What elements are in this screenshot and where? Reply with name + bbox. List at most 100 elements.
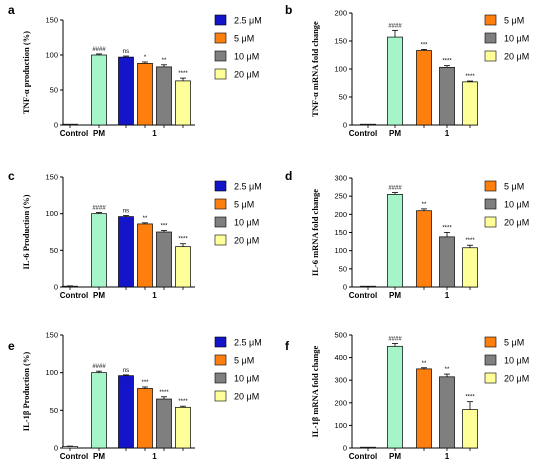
y-tick-label: 50: [50, 86, 58, 95]
significance-label: **: [445, 367, 450, 373]
legend-label: 5 μM: [234, 200, 254, 210]
bar-control: [62, 123, 78, 126]
bar-control: [360, 123, 376, 126]
significance-label: ****: [159, 390, 169, 396]
bar-5-m: [416, 368, 432, 449]
legend-swatch: [484, 354, 497, 366]
y-tick-label: 100: [334, 421, 347, 430]
legend-label: 5 μM: [234, 34, 254, 44]
y-axis-label: IL-6 mRNA fold change: [310, 189, 320, 276]
legend-swatch: [214, 390, 227, 402]
x-tick-label: PM: [389, 129, 401, 138]
significance-label: ****: [178, 237, 188, 243]
bar-2-5-m: [118, 56, 134, 126]
legend-label: 5 μM: [504, 182, 524, 192]
significance-label: ####: [388, 23, 402, 29]
legend: 2.5 μM 5 μM 10 μM 20 μM: [214, 336, 262, 402]
y-tick-label: 150: [334, 228, 347, 237]
legend-swatch: [484, 336, 497, 348]
x-tick-label: PM: [93, 129, 105, 138]
legend-label: 5 μM: [234, 356, 254, 366]
x-tick-label: Control: [349, 291, 377, 300]
x-tick-label: Control: [60, 129, 88, 138]
x-tick-label: 1: [445, 291, 450, 300]
panel-letter: b: [285, 3, 292, 17]
significance-label: **: [422, 202, 427, 208]
y-tick-label: 150: [334, 37, 347, 46]
significance-label: ####: [92, 206, 106, 212]
legend-swatch: [214, 372, 227, 384]
panel-letter: a: [8, 3, 15, 17]
significance-label: *: [144, 55, 147, 61]
significance-label: ####: [92, 364, 106, 370]
chart-panel-f: f IL-1β mRNA fold change 0 100 200 300 400 500 #…: [285, 331, 529, 462]
y-tick-label: 0: [343, 121, 347, 130]
legend: 2.5 μM 5 μM 10 μM 20 μM: [214, 180, 262, 246]
legend-label: 20 μM: [234, 236, 259, 246]
panel-letter: e: [8, 339, 15, 353]
panel-letter: d: [285, 169, 292, 183]
bar-control: [360, 446, 376, 449]
legend-label: 10 μM: [504, 200, 529, 210]
legend-swatch: [214, 14, 227, 26]
significance-label: ****: [465, 238, 475, 244]
legend-swatch: [214, 50, 227, 62]
significance-label: ####: [388, 337, 402, 343]
significance-label: **: [143, 216, 148, 222]
y-tick-label: 150: [45, 331, 58, 340]
legend-label: 2.5 μM: [234, 16, 262, 26]
legend-swatch: [214, 198, 227, 210]
legend-swatch: [484, 50, 497, 62]
y-tick-label: 50: [339, 264, 347, 273]
y-tick-label: 200: [334, 210, 347, 219]
x-tick-label: Control: [349, 129, 377, 138]
x-tick-label: 1: [445, 129, 450, 138]
bar-5-m: [137, 223, 153, 288]
significance-label: ****: [465, 74, 475, 80]
y-tick-label: 200: [334, 398, 347, 407]
legend-label: 10 μM: [504, 34, 529, 44]
y-tick-label: 100: [334, 246, 347, 255]
y-axis-label: TNF-α mRNA fold change: [310, 21, 320, 117]
legend-label: 10 μM: [234, 52, 259, 62]
significance-label: **: [162, 58, 167, 64]
bar-10-m: [156, 398, 172, 449]
significance-label: ***: [160, 224, 168, 230]
legend-swatch: [214, 336, 227, 348]
bar-control: [62, 446, 78, 449]
significance-label: ***: [141, 380, 149, 386]
panel-letter: f: [285, 339, 290, 353]
significance-label: ####: [388, 186, 402, 192]
y-tick-label: 150: [45, 16, 58, 25]
bar-10-m: [439, 66, 455, 126]
y-tick-label: 0: [343, 444, 347, 453]
y-tick-label: 400: [334, 353, 347, 362]
legend-swatch: [484, 216, 497, 228]
bar-2-5-m: [118, 375, 134, 449]
y-tick-label: 100: [45, 51, 58, 60]
bar-5-m: [137, 388, 153, 449]
bar-20-m: [462, 247, 478, 288]
legend-swatch: [484, 32, 497, 44]
legend-label: 20 μM: [234, 70, 259, 80]
legend-swatch: [214, 32, 227, 44]
y-tick-label: 250: [334, 192, 347, 201]
legend-swatch: [484, 180, 497, 192]
significance-label: ns: [123, 368, 129, 374]
x-tick-label: PM: [389, 291, 401, 300]
significance-label: ****: [178, 399, 188, 405]
y-tick-label: 50: [50, 406, 58, 415]
x-tick-label: 1: [445, 452, 450, 461]
legend-label: 20 μM: [504, 52, 529, 62]
bar-2-5-m: [118, 216, 134, 288]
bar-pm: [387, 194, 403, 288]
legend: 2.5 μM 5 μM 10 μM 20 μM: [214, 14, 262, 80]
x-tick-label: 1: [152, 291, 157, 300]
panel-letter: c: [8, 169, 15, 183]
x-tick-label: Control: [60, 452, 88, 461]
chart-panel-d: d IL-6 mRNA fold change 0 50 100 150 200 250 300…: [285, 169, 529, 300]
legend-swatch: [214, 234, 227, 246]
legend-swatch: [484, 372, 497, 384]
bar-5-m: [416, 50, 432, 126]
